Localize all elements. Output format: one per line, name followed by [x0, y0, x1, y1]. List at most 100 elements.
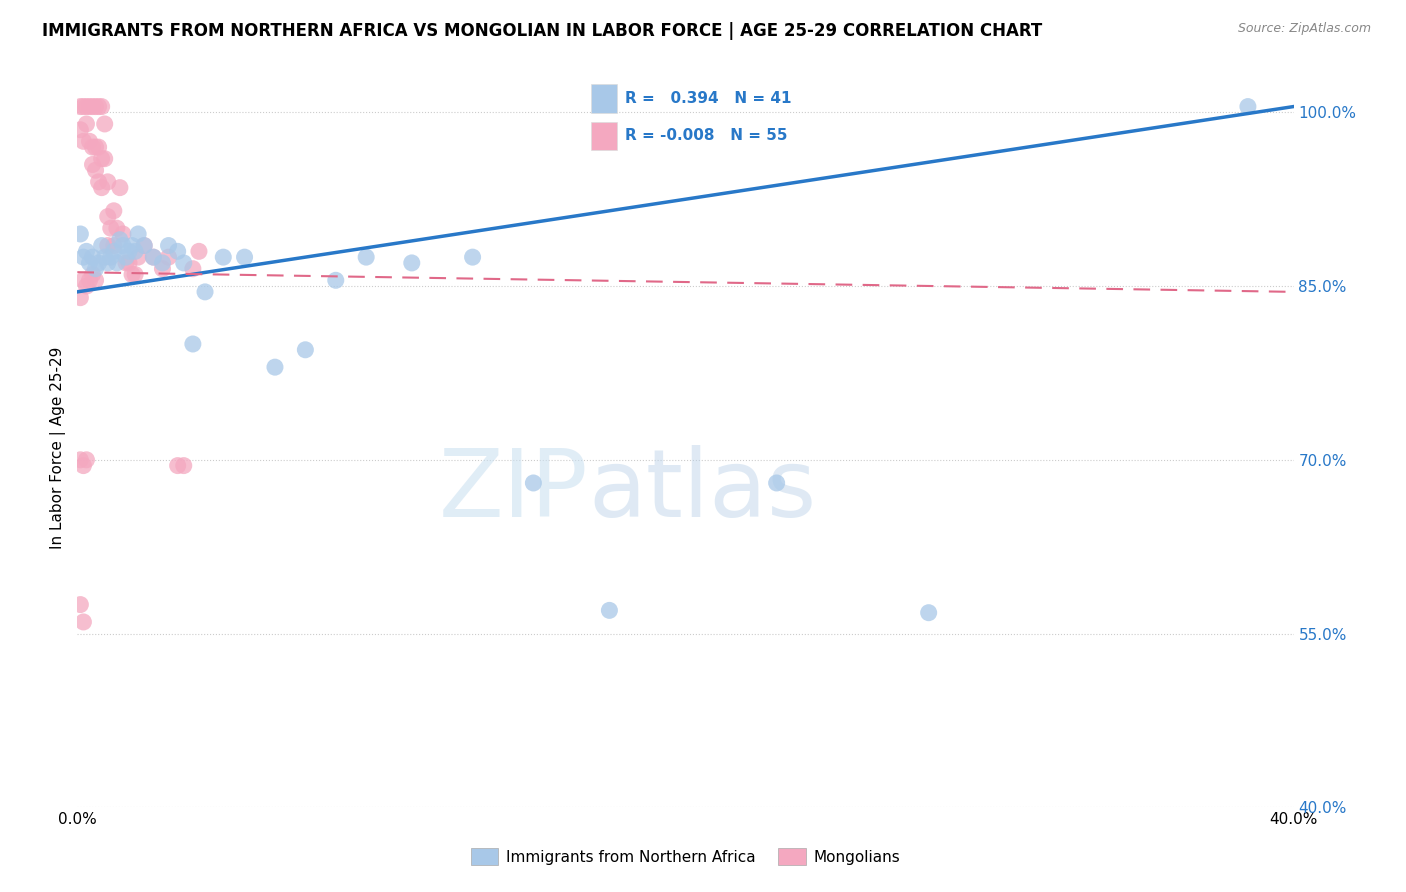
Point: [103, 238, 125, 252]
FancyBboxPatch shape: [592, 121, 617, 151]
Point: [105, 256, 128, 270]
Point: [188, 244, 211, 259]
Point: [142, 250, 165, 264]
Point: [115, 250, 138, 264]
Point: [142, 250, 165, 264]
Point: [918, 606, 941, 620]
Point: [121, 238, 143, 252]
Point: [69, 291, 91, 305]
Point: [181, 261, 204, 276]
Point: [90, 152, 112, 166]
Point: [97, 210, 120, 224]
Point: [212, 250, 235, 264]
Point: [127, 250, 149, 264]
Point: [111, 238, 134, 252]
Point: [90, 99, 112, 113]
Point: [121, 268, 143, 282]
Point: [79, 273, 101, 287]
Point: [69, 122, 91, 136]
Point: [233, 250, 256, 264]
Text: ZIP: ZIP: [439, 445, 588, 537]
Legend: Immigrants from Northern Africa, Mongolians: Immigrants from Northern Africa, Mongoli…: [464, 841, 907, 871]
Point: [103, 203, 125, 218]
Point: [87, 256, 110, 270]
Point: [765, 475, 787, 490]
Point: [522, 475, 544, 490]
Text: atlas: atlas: [588, 445, 817, 537]
Point: [75, 244, 97, 259]
Point: [87, 140, 110, 154]
Point: [90, 238, 112, 252]
Point: [157, 250, 180, 264]
Point: [93, 117, 115, 131]
Point: [75, 117, 97, 131]
Text: R = -0.008   N = 55: R = -0.008 N = 55: [626, 128, 787, 144]
Point: [93, 152, 115, 166]
Point: [97, 238, 120, 252]
Point: [90, 180, 112, 194]
Point: [173, 256, 195, 270]
Point: [72, 134, 94, 148]
Point: [111, 227, 134, 241]
Point: [97, 175, 120, 189]
Point: [72, 250, 94, 264]
Point: [87, 99, 110, 113]
Point: [82, 99, 104, 113]
Text: IMMIGRANTS FROM NORTHERN AFRICA VS MONGOLIAN IN LABOR FORCE | AGE 25-29 CORRELAT: IMMIGRANTS FROM NORTHERN AFRICA VS MONGO…: [42, 22, 1042, 40]
Point: [84, 140, 107, 154]
Point: [84, 261, 107, 276]
Point: [82, 268, 104, 282]
Point: [166, 244, 188, 259]
Point: [166, 458, 188, 473]
Point: [294, 343, 316, 357]
Point: [82, 157, 104, 171]
Point: [108, 180, 131, 194]
Point: [69, 598, 91, 612]
Point: [118, 256, 141, 270]
Point: [152, 256, 174, 270]
Point: [100, 250, 122, 264]
Point: [72, 615, 94, 629]
Point: [124, 268, 146, 282]
Point: [87, 175, 110, 189]
Text: Source: ZipAtlas.com: Source: ZipAtlas.com: [1237, 22, 1371, 36]
Point: [84, 163, 107, 178]
Point: [75, 99, 97, 113]
Point: [75, 279, 97, 293]
Point: [72, 458, 94, 473]
Point: [134, 238, 156, 252]
Point: [82, 140, 104, 154]
Point: [1237, 99, 1260, 113]
Y-axis label: In Labor Force | Age 25-29: In Labor Force | Age 25-29: [51, 347, 66, 549]
Point: [84, 273, 107, 287]
Point: [264, 360, 287, 375]
FancyBboxPatch shape: [592, 84, 617, 113]
Point: [173, 458, 195, 473]
Point: [127, 227, 149, 241]
Point: [354, 250, 377, 264]
Point: [152, 261, 174, 276]
Point: [79, 256, 101, 270]
Point: [69, 227, 91, 241]
Point: [325, 273, 347, 287]
Point: [69, 452, 91, 467]
Text: R =   0.394   N = 41: R = 0.394 N = 41: [626, 91, 792, 106]
Point: [108, 233, 131, 247]
Point: [194, 285, 217, 299]
Point: [79, 134, 101, 148]
Point: [124, 244, 146, 259]
Point: [84, 99, 107, 113]
Point: [157, 238, 180, 252]
Point: [105, 221, 128, 235]
Point: [103, 244, 125, 259]
Point: [75, 452, 97, 467]
Point: [79, 99, 101, 113]
Point: [72, 273, 94, 287]
Point: [115, 256, 138, 270]
Point: [134, 238, 156, 252]
Point: [93, 250, 115, 264]
Point: [97, 256, 120, 270]
Point: [69, 99, 91, 113]
Point: [100, 221, 122, 235]
Point: [72, 99, 94, 113]
